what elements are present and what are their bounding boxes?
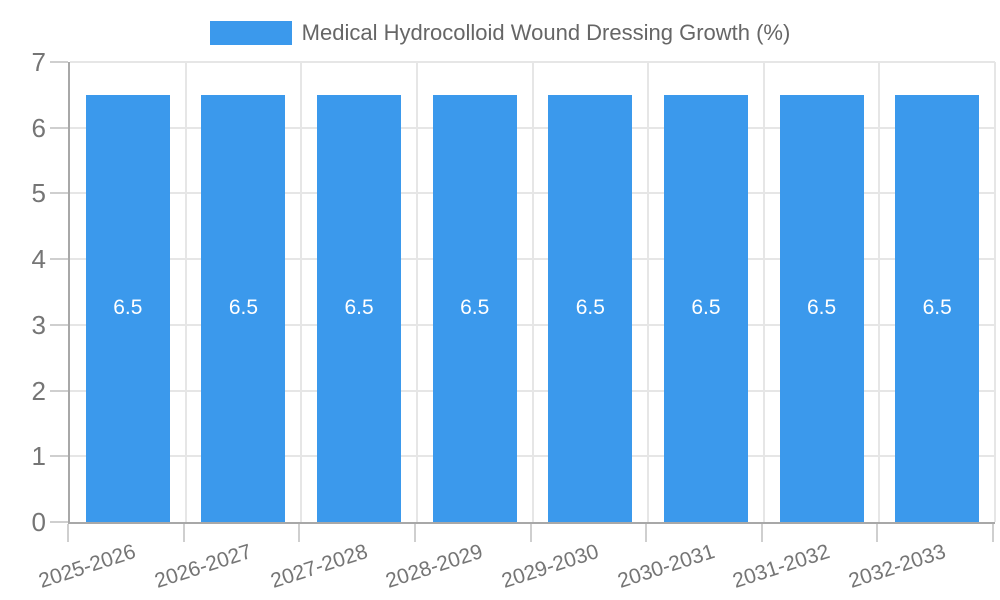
x-axis-tick bbox=[67, 524, 69, 542]
x-gridline bbox=[531, 62, 534, 522]
x-gridline bbox=[300, 62, 303, 522]
y-axis-tick-label: 6 bbox=[31, 112, 46, 143]
bar: 6.5 bbox=[895, 94, 980, 522]
x-gridline bbox=[647, 62, 650, 522]
x-axis-tick bbox=[645, 524, 648, 542]
x-axis-category-label: 2032-2033 bbox=[845, 540, 949, 593]
x-axis-tick bbox=[992, 524, 994, 542]
bar: 6.5 bbox=[663, 94, 748, 522]
bar: 6.5 bbox=[85, 94, 170, 522]
y-axis-tick bbox=[50, 192, 68, 195]
y-axis-tick bbox=[50, 258, 68, 261]
y-axis-tick-label: 7 bbox=[31, 47, 46, 77]
bar-value-label: 6.5 bbox=[575, 296, 605, 320]
x-axis-category-label: 2031-2032 bbox=[730, 540, 833, 593]
y-axis-tick-label: 5 bbox=[31, 178, 46, 209]
y-axis-tick-label: 3 bbox=[31, 309, 46, 340]
y-axis-tick bbox=[50, 521, 68, 523]
x-axis-tick bbox=[876, 524, 879, 542]
y-axis-tick-label: 2 bbox=[31, 375, 46, 406]
x-gridline bbox=[415, 62, 418, 522]
bar: 6.5 bbox=[201, 94, 286, 522]
bar-value-label: 6.5 bbox=[228, 296, 259, 320]
x-axis-category-label: 2025-2026 bbox=[36, 540, 139, 593]
x-axis-tick bbox=[529, 524, 532, 542]
x-axis-category-label: 2027-2028 bbox=[267, 540, 371, 593]
chart-legend: Medical Hydrocolloid Wound Dressing Grow… bbox=[0, 20, 1000, 46]
bar: 6.5 bbox=[779, 94, 864, 522]
legend-swatch-icon bbox=[209, 21, 292, 45]
y-axis-tick bbox=[50, 389, 68, 392]
y-axis-tick bbox=[50, 126, 68, 129]
y-axis-tick-label: 1 bbox=[31, 441, 46, 472]
bar-value-label: 6.5 bbox=[460, 296, 490, 320]
bar-value-label: 6.5 bbox=[806, 296, 837, 320]
legend-label: Medical Hydrocolloid Wound Dressing Grow… bbox=[301, 20, 791, 45]
x-gridline bbox=[184, 62, 187, 522]
x-axis-tick bbox=[182, 524, 185, 542]
x-axis-category-label: 2026-2027 bbox=[151, 540, 255, 593]
bar: 6.5 bbox=[548, 94, 633, 522]
y-axis-tick bbox=[50, 323, 68, 326]
bar-value-label: 6.5 bbox=[922, 296, 952, 320]
x-gridline bbox=[762, 62, 765, 522]
x-axis-category-label: 2029-2030 bbox=[498, 540, 602, 593]
y-axis-tick-label: 4 bbox=[31, 244, 46, 275]
x-gridline bbox=[994, 62, 996, 522]
y-axis-tick bbox=[50, 455, 68, 458]
plot-area: 6.5 6.5 6.5 6.5 6.5 6.5 6.5 6.5 bbox=[68, 61, 996, 524]
x-axis-tick bbox=[298, 524, 301, 542]
x-axis-tick bbox=[760, 524, 763, 542]
bar: 6.5 bbox=[317, 94, 402, 522]
x-axis-category-label: 2028-2029 bbox=[383, 540, 486, 593]
legend-item[interactable]: Medical Hydrocolloid Wound Dressing Grow… bbox=[209, 20, 791, 46]
y-axis-tick bbox=[50, 61, 68, 63]
y-axis-tick-label: 0 bbox=[31, 507, 46, 537]
x-axis-category-label: 2030-2031 bbox=[614, 540, 718, 593]
bar: 6.5 bbox=[432, 94, 517, 522]
bar-value-label: 6.5 bbox=[344, 296, 374, 320]
x-axis-tick bbox=[413, 524, 416, 542]
bar-value-label: 6.5 bbox=[691, 296, 721, 320]
bar-value-label: 6.5 bbox=[113, 296, 143, 320]
x-gridline bbox=[878, 62, 881, 522]
